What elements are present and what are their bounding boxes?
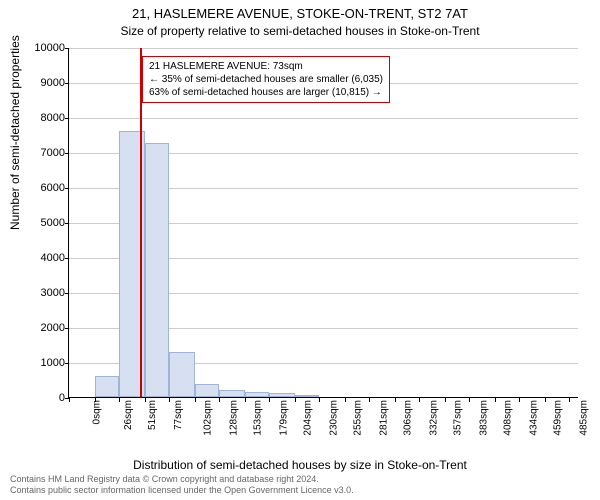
y-tick-label: 10000 bbox=[25, 42, 65, 54]
x-tick-mark bbox=[495, 398, 496, 402]
x-tick-label: 128sqm bbox=[228, 400, 239, 436]
x-tick-mark bbox=[69, 398, 70, 402]
x-tick-mark bbox=[469, 398, 470, 402]
x-tick-label: 306sqm bbox=[403, 400, 414, 436]
chart-subtitle: Size of property relative to semi-detach… bbox=[0, 24, 600, 38]
x-tick-mark bbox=[395, 398, 396, 402]
x-tick-mark bbox=[295, 398, 296, 402]
y-tick-label: 5000 bbox=[25, 217, 65, 229]
attribution-text: Contains HM Land Registry data © Crown c… bbox=[10, 474, 354, 496]
y-tick-label: 4000 bbox=[25, 252, 65, 264]
plot-area: 0100020003000400050006000700080009000100… bbox=[68, 48, 578, 398]
x-tick-label: 332sqm bbox=[428, 400, 439, 436]
x-tick-label: 281sqm bbox=[378, 400, 389, 436]
callout-line: 63% of semi-detached houses are larger (… bbox=[149, 86, 383, 99]
y-tick-mark bbox=[65, 48, 69, 49]
x-tick-mark bbox=[219, 398, 220, 402]
histogram-chart: 21, HASLEMERE AVENUE, STOKE-ON-TRENT, ST… bbox=[0, 0, 600, 500]
attribution-line: Contains public sector information licen… bbox=[10, 485, 354, 496]
y-tick-mark bbox=[65, 153, 69, 154]
y-tick-label: 7000 bbox=[25, 147, 65, 159]
callout-line: ← 35% of semi-detached houses are smalle… bbox=[149, 73, 383, 86]
y-tick-label: 2000 bbox=[25, 322, 65, 334]
x-tick-mark bbox=[145, 398, 146, 402]
y-tick-label: 6000 bbox=[25, 182, 65, 194]
x-tick-label: 434sqm bbox=[528, 400, 539, 436]
y-tick-mark bbox=[65, 328, 69, 329]
x-tick-label: 51sqm bbox=[147, 400, 158, 430]
y-axis-label: Number of semi-detached properties bbox=[8, 35, 22, 230]
x-tick-mark bbox=[545, 398, 546, 402]
chart-title: 21, HASLEMERE AVENUE, STOKE-ON-TRENT, ST… bbox=[0, 6, 600, 21]
histogram-bar bbox=[219, 390, 245, 397]
x-tick-label: 383sqm bbox=[478, 400, 489, 436]
callout-box: 21 HASLEMERE AVENUE: 73sqm← 35% of semi-… bbox=[142, 56, 390, 103]
y-tick-mark bbox=[65, 293, 69, 294]
x-tick-mark bbox=[345, 398, 346, 402]
x-tick-label: 77sqm bbox=[173, 400, 184, 430]
histogram-bar bbox=[95, 376, 120, 397]
histogram-bar bbox=[195, 384, 220, 397]
histogram-bar bbox=[245, 392, 270, 397]
y-tick-mark bbox=[65, 363, 69, 364]
attribution-line: Contains HM Land Registry data © Crown c… bbox=[10, 474, 354, 485]
x-tick-label: 179sqm bbox=[278, 400, 289, 436]
y-tick-label: 3000 bbox=[25, 287, 65, 299]
histogram-bar bbox=[295, 395, 320, 397]
y-tick-mark bbox=[65, 223, 69, 224]
x-axis-label: Distribution of semi-detached houses by … bbox=[0, 458, 600, 472]
x-tick-mark bbox=[519, 398, 520, 402]
histogram-bar bbox=[145, 143, 170, 397]
histogram-bar bbox=[169, 352, 195, 398]
x-tick-mark bbox=[95, 398, 96, 402]
x-tick-mark bbox=[119, 398, 120, 402]
x-tick-label: 408sqm bbox=[503, 400, 514, 436]
y-tick-label: 8000 bbox=[25, 112, 65, 124]
y-tick-label: 9000 bbox=[25, 77, 65, 89]
x-tick-label: 459sqm bbox=[553, 400, 564, 436]
x-tick-label: 255sqm bbox=[353, 400, 364, 436]
x-tick-label: 485sqm bbox=[578, 400, 589, 436]
x-tick-mark bbox=[569, 398, 570, 402]
x-tick-mark bbox=[195, 398, 196, 402]
x-tick-mark bbox=[445, 398, 446, 402]
y-tick-mark bbox=[65, 188, 69, 189]
x-tick-mark bbox=[419, 398, 420, 402]
y-tick-mark bbox=[65, 258, 69, 259]
gridline bbox=[69, 118, 578, 119]
gridline bbox=[69, 48, 578, 49]
x-tick-label: 230sqm bbox=[328, 400, 339, 436]
x-tick-label: 153sqm bbox=[253, 400, 264, 436]
x-tick-label: 26sqm bbox=[123, 400, 134, 430]
histogram-bar bbox=[269, 393, 295, 397]
y-tick-label: 1000 bbox=[25, 357, 65, 369]
x-tick-mark bbox=[245, 398, 246, 402]
x-tick-mark bbox=[319, 398, 320, 402]
x-tick-label: 204sqm bbox=[303, 400, 314, 436]
callout-line: 21 HASLEMERE AVENUE: 73sqm bbox=[149, 60, 383, 73]
x-tick-label: 102sqm bbox=[203, 400, 214, 436]
y-tick-mark bbox=[65, 83, 69, 84]
x-tick-label: 0sqm bbox=[91, 400, 102, 424]
y-tick-mark bbox=[65, 118, 69, 119]
x-tick-mark bbox=[369, 398, 370, 402]
x-tick-mark bbox=[269, 398, 270, 402]
y-tick-label: 0 bbox=[25, 392, 65, 404]
x-tick-mark bbox=[169, 398, 170, 402]
x-tick-label: 357sqm bbox=[453, 400, 464, 436]
